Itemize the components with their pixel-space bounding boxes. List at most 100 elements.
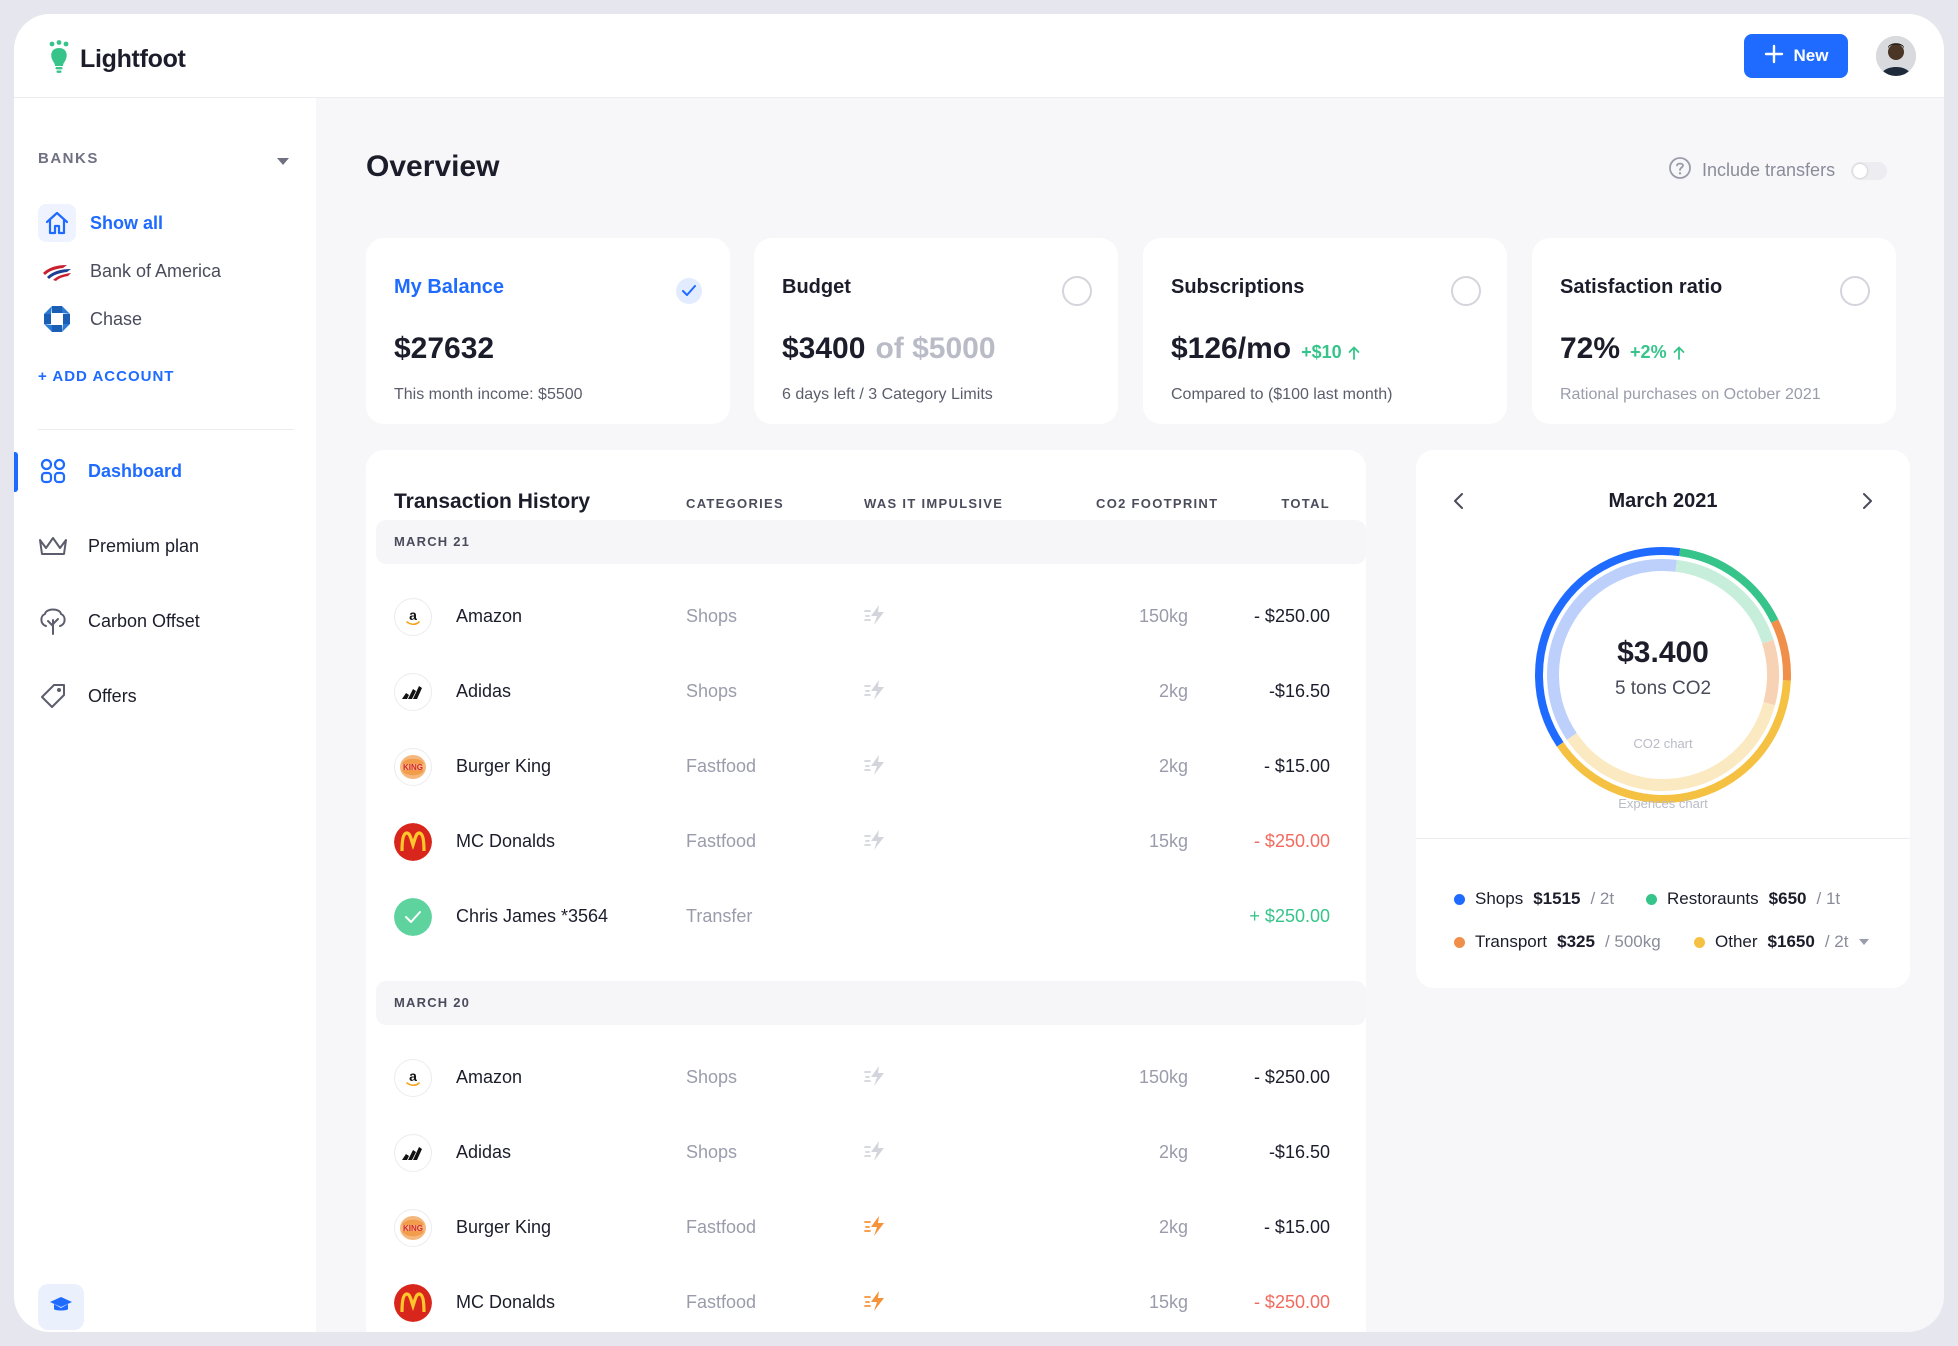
co2-ring-slice-other[interactable] — [1566, 702, 1775, 791]
include-transfers-toggle[interactable] — [1851, 161, 1888, 180]
impulsive-bolt-icon[interactable] — [864, 829, 890, 856]
merchant-name: Amazon — [456, 1067, 523, 1087]
date-group-header: MARCH 20 — [376, 981, 1366, 1025]
expenses-donut-chart[interactable] — [1528, 540, 1798, 810]
transaction-row[interactable]: KING Burger King Fastfood 2kg - $15.00 — [366, 1191, 1366, 1265]
legend-item-transport[interactable]: Transport $325 / 500kg — [1444, 925, 1671, 959]
co2-chart-label: CO2 chart — [1633, 736, 1693, 751]
legend-item-restoraunts[interactable]: Restoraunts $650 / 1t — [1636, 882, 1850, 916]
include-transfers-control: Include transfers — [1668, 156, 1888, 185]
checkmark-icon[interactable] — [676, 278, 702, 304]
impulsive-bolt-icon[interactable] — [864, 679, 890, 706]
transaction-row[interactable]: Adidas Shops 2kg -$16.50 — [366, 655, 1366, 729]
co2-ring-slice-shops[interactable] — [1547, 559, 1677, 740]
transaction-row[interactable]: a Amazon Shops 150kg - $250.00 — [366, 580, 1366, 654]
merchant-name: Adidas — [456, 681, 512, 701]
nav-item-dashboard[interactable]: Dashboard — [38, 456, 182, 486]
nav-item-carbon-offset[interactable]: Carbon Offset — [38, 606, 200, 636]
merchant-name: Amazon — [456, 606, 523, 626]
column-header-categories[interactable]: CATEGORIES — [686, 496, 784, 511]
home-icon — [38, 204, 76, 242]
column-header-co2[interactable]: CO2 FOOTPRINT — [1096, 496, 1219, 511]
bank-item-label: Show all — [90, 212, 164, 233]
amazon-logo-icon: a — [394, 1059, 432, 1097]
transaction-total: - $15.00 — [1263, 756, 1330, 776]
transaction-total: - $250.00 — [1253, 831, 1330, 851]
transaction-row[interactable]: Chris James *3564 Transfer + $250.00 — [366, 880, 1366, 954]
stat-card-my-balance[interactable]: My Balance $27632 This month income: $55… — [366, 238, 730, 424]
stat-value-text: $126/mo — [1171, 332, 1292, 365]
select-radio[interactable] — [1451, 276, 1481, 306]
help-icon[interactable] — [1668, 156, 1692, 185]
bank-of-america-logo-icon — [38, 252, 76, 290]
impulsive-bolt-icon[interactable] — [864, 1065, 890, 1092]
nav-item-premium-plan[interactable]: Premium plan — [38, 531, 199, 561]
legend-name: Other — [1715, 932, 1758, 951]
burger-king-logo-icon: KING — [394, 1209, 432, 1247]
legend-item-shops[interactable]: Shops $1515 / 2t — [1444, 882, 1624, 916]
stat-title: Budget — [782, 276, 851, 298]
bank-item-bank-of-america[interactable]: Bank of America — [38, 252, 221, 290]
merchant-name: Adidas — [456, 1142, 512, 1162]
transaction-history-title: Transaction History — [394, 490, 591, 513]
expenses-ring-slice-shops[interactable] — [1535, 547, 1681, 747]
expenses-ring-slice-transport[interactable] — [1771, 619, 1791, 681]
impulsive-bolt-active-icon[interactable] — [864, 1215, 890, 1242]
expenses-chart-card: March 2021 $3.400 5 tons CO2 CO2 chart E… — [1416, 450, 1910, 988]
transaction-category: Fastfood — [686, 1292, 757, 1312]
impulsive-bolt-icon[interactable] — [864, 754, 890, 781]
impulsive-bolt-icon[interactable] — [864, 604, 890, 631]
sidebar-divider — [38, 429, 294, 430]
transaction-category: Shops — [686, 681, 738, 701]
bank-item-show-all[interactable]: Show all — [38, 204, 163, 242]
legend-amount: $1650 — [1767, 932, 1815, 951]
chevron-left-icon[interactable] — [1452, 492, 1464, 515]
stat-value-text: $27632 — [394, 332, 495, 365]
column-header-total[interactable]: TOTAL — [1281, 496, 1330, 511]
nav-item-label: Dashboard — [88, 460, 183, 481]
transaction-row[interactable]: a Amazon Shops 150kg - $250.00 — [366, 1041, 1366, 1115]
transaction-category: Fastfood — [686, 1217, 757, 1237]
sidebar: BANKS Show all Bank of America — [14, 98, 316, 1332]
select-radio[interactable] — [1062, 276, 1092, 306]
stat-delta-text: +$10 — [1301, 342, 1342, 362]
expenses-ring-slice-restoraunts[interactable] — [1679, 548, 1779, 623]
tree-icon — [38, 606, 68, 636]
transaction-row[interactable]: MC Donalds Fastfood 15kg - $250.00 — [366, 805, 1366, 879]
chevron-right-icon[interactable] — [1862, 492, 1874, 515]
co2-ring-slice-restoraunts[interactable] — [1675, 559, 1774, 644]
impulsive-bolt-active-icon[interactable] — [864, 1290, 890, 1317]
legend-item-other[interactable]: Other $1650 / 2t — [1684, 925, 1880, 959]
bank-item-chase[interactable]: Chase — [38, 300, 142, 338]
impulsive-bolt-icon[interactable] — [864, 1140, 890, 1167]
column-header-impulsive[interactable]: WAS IT IMPULSIVE — [864, 496, 1004, 511]
transfer-check-icon — [394, 898, 432, 936]
expenses-ring-slice-other[interactable] — [1556, 680, 1791, 803]
transaction-total: -$16.50 — [1268, 1142, 1330, 1162]
add-account-link[interactable]: + ADD ACCOUNT — [38, 368, 175, 385]
amazon-logo-icon: a — [394, 598, 432, 636]
new-button[interactable]: New — [1744, 34, 1848, 78]
transaction-total: - $250.00 — [1253, 1067, 1330, 1087]
stat-card-budget[interactable]: Budget $3400 of $5000 6 days left / 3 Ca… — [754, 238, 1118, 424]
graduation-cap-button[interactable] — [38, 1284, 84, 1330]
user-avatar[interactable] — [1876, 36, 1916, 76]
stat-card-subscriptions[interactable]: Subscriptions $126/mo +$10 Compared to (… — [1143, 238, 1507, 424]
caret-down-icon[interactable] — [1858, 938, 1870, 946]
stat-card-satisfaction-ratio[interactable]: Satisfaction ratio 72% +2% Rational purc… — [1532, 238, 1896, 424]
transaction-total: - $15.00 — [1263, 1217, 1330, 1237]
legend-amount: $650 — [1768, 889, 1807, 908]
co2-footprint: 2kg — [1158, 756, 1188, 776]
merchant-name: MC Donalds — [456, 831, 556, 851]
transaction-row[interactable]: Adidas Shops 2kg -$16.50 — [366, 1116, 1366, 1190]
legend-amount: $325 — [1557, 932, 1595, 951]
transaction-row[interactable]: MC Donalds Fastfood 15kg - $250.00 — [366, 1266, 1366, 1332]
select-radio[interactable] — [1840, 276, 1870, 306]
co2-ring-slice-transport[interactable] — [1762, 639, 1779, 706]
plus-icon — [1764, 44, 1784, 69]
stat-subtitle: This month income: $5500 — [394, 386, 583, 403]
nav-item-offers[interactable]: Offers — [38, 681, 137, 711]
app-logo[interactable]: Lightfoot — [48, 40, 186, 79]
transaction-row[interactable]: KING Burger King Fastfood 2kg - $15.00 — [366, 730, 1366, 804]
caret-down-icon[interactable] — [276, 154, 290, 172]
